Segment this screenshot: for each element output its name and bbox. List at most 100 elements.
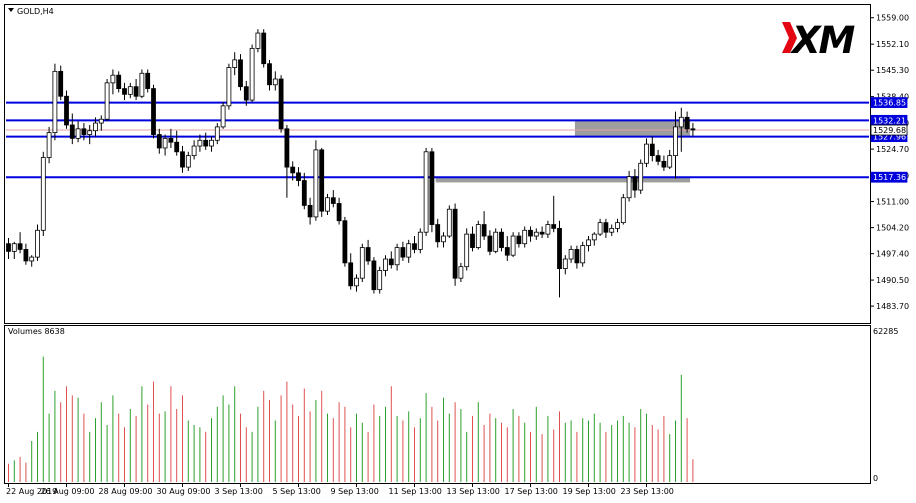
- candle-bull: [377, 270, 383, 291]
- candle-bear: [290, 166, 296, 174]
- candle-bull: [232, 59, 238, 68]
- candle-bear: [661, 160, 667, 168]
- candle-bull: [446, 208, 452, 237]
- candle-bear: [557, 227, 562, 269]
- candle-bull: [104, 82, 110, 120]
- volumes-label: Volumes 8638: [8, 327, 65, 336]
- candle-bear: [429, 151, 435, 225]
- candle-bear: [168, 137, 174, 143]
- candle-bear: [151, 88, 156, 135]
- levels-layer: [6, 101, 869, 179]
- time-tick-label: 11 Sep 13:00: [389, 487, 442, 496]
- candle-bear: [684, 116, 690, 130]
- candle-bear: [307, 205, 313, 218]
- xm-logo: XM: [782, 19, 858, 62]
- candle-bear: [156, 134, 162, 149]
- candle-bull: [359, 247, 365, 279]
- candle-bull: [249, 47, 255, 101]
- candle-bear: [342, 220, 348, 264]
- candle-bear: [122, 88, 127, 95]
- price-tick-label: 1552.10: [876, 40, 909, 49]
- price-axis: 1559.001552.101545.301538.401531.501524.…: [870, 14, 909, 311]
- candle-bull: [325, 197, 330, 212]
- candle-bear: [435, 224, 441, 243]
- candle-bull: [673, 126, 678, 157]
- candle-bear: [504, 247, 510, 256]
- candle-bear: [58, 70, 64, 97]
- candle-bear: [528, 229, 533, 237]
- candle-bull: [586, 239, 591, 247]
- candle-bear: [278, 78, 284, 130]
- candle-bear: [203, 139, 209, 147]
- candle-bull: [667, 155, 673, 168]
- candle-bull: [591, 233, 597, 241]
- candle-bear: [284, 128, 290, 168]
- volumes-layer: [8, 356, 694, 482]
- volume-min-tick: 0: [873, 474, 878, 483]
- candle-bull: [127, 86, 133, 95]
- price-label-box: [870, 124, 908, 136]
- candle-bull: [197, 139, 203, 147]
- candle-bull: [139, 72, 145, 97]
- candle-bull: [620, 197, 626, 224]
- candle-bull: [626, 176, 632, 199]
- current-price-label: 1529.68: [870, 124, 908, 136]
- candle-bull: [678, 116, 684, 128]
- time-tick-label: 3 Sep 13:00: [215, 487, 263, 496]
- candle-bull: [255, 32, 261, 49]
- candle-bull: [98, 118, 104, 124]
- candle-bear: [632, 176, 638, 191]
- candle-bear: [452, 208, 458, 279]
- price-tick-label: 1538.40: [876, 93, 909, 102]
- candle-bear: [412, 243, 417, 250]
- candle-bull: [562, 258, 568, 269]
- candle-bear: [516, 235, 522, 245]
- candle-bear: [23, 249, 29, 262]
- candle-bear: [6, 243, 11, 252]
- price-tick-label: 1559.00: [876, 14, 909, 23]
- candle-bear: [487, 235, 493, 252]
- level-price-label: 1517.36: [870, 171, 908, 183]
- price-label-box: [870, 97, 908, 108]
- candle-bear: [470, 233, 475, 248]
- xm-logo-text: XM: [790, 19, 856, 62]
- candle-bear: [64, 95, 69, 126]
- time-tick-label: 19 Sep 13:00: [563, 487, 616, 496]
- candle-bull: [191, 145, 197, 157]
- candle-bear: [336, 203, 342, 222]
- candle-bull: [35, 229, 40, 258]
- candle-bull: [568, 249, 574, 260]
- candle-bull: [40, 157, 46, 231]
- candle-bear: [267, 63, 272, 86]
- candle-bear: [655, 155, 661, 162]
- candle-bull: [423, 151, 429, 233]
- price-tick-label: 1511.00: [876, 198, 909, 207]
- candle-bull: [354, 277, 359, 287]
- candle-bull: [441, 235, 446, 243]
- candle-bull: [220, 105, 226, 128]
- candle-bear: [69, 124, 75, 139]
- candle-bull: [615, 222, 620, 229]
- price-label-text: 1536.85: [873, 99, 906, 108]
- candle-bear: [481, 224, 487, 237]
- candle-bear: [81, 128, 87, 135]
- candle-bull: [185, 155, 191, 168]
- candle-bull: [162, 137, 168, 149]
- candle-bull: [394, 247, 400, 266]
- price-label-text: 1529.68: [873, 126, 906, 135]
- candle-bull: [638, 162, 644, 191]
- candle-bull: [209, 139, 214, 147]
- candle-bear: [499, 231, 504, 248]
- symbol-menu-triangle-icon[interactable]: [8, 8, 14, 12]
- candle-bull: [475, 224, 481, 248]
- price-label-box: [870, 171, 908, 183]
- candle-bull: [464, 233, 470, 268]
- candle-bull: [214, 126, 220, 141]
- candle-bull: [597, 222, 603, 235]
- candle-bear: [17, 243, 23, 250]
- supply-demand-zone: [574, 120, 691, 137]
- time-tick-label: 22 Aug 2019: [6, 487, 57, 496]
- price-tick-label: 1504.20: [876, 224, 909, 233]
